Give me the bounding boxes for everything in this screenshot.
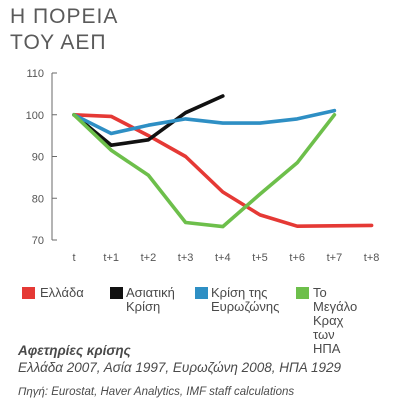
y-tick-label-70: 70	[32, 235, 44, 247]
chart-axes: 70 80 90 100 110 t t+1 t+2 t+3 t+4 t+5 t+6 t+7 t+8	[26, 68, 380, 264]
x-tick-label-2: t+2	[141, 252, 157, 264]
x-tick-label-4: t+4	[215, 252, 231, 264]
x-tick-label-8: t+8	[364, 252, 380, 264]
source-note: Πηγή: Eurostat, Haver Analytics, IMF sta…	[18, 386, 295, 398]
chart-title: Η ΠΟΡΕΙΑ ΤΟΥ ΑΕΠ	[10, 4, 118, 56]
y-tick-label-100: 100	[26, 110, 44, 122]
x-tick-label-5: t+5	[252, 252, 268, 264]
series-line-0	[72, 113, 374, 228]
chart-series-lines	[72, 94, 374, 229]
series-line-2	[72, 108, 337, 136]
crisis-start-years: Ελλάδα 2007, Ασία 1997, Ευρωζώνη 2008, Η…	[18, 360, 342, 375]
x-tick-label-3: t+3	[178, 252, 194, 264]
y-tick-label-80: 80	[32, 193, 44, 205]
y-tick-label-110: 110	[26, 68, 44, 80]
x-tick-label-0: t	[72, 252, 75, 264]
y-tick-label-90: 90	[32, 152, 44, 164]
chart-title-line-1: Η ΠΟΡΕΙΑ	[10, 5, 119, 28]
chart-notes: Αφετηρίες κρίσης Ελλάδα 2007, Ασία 1997,…	[18, 342, 408, 400]
series-line-1	[72, 94, 225, 147]
x-tick-label-6: t+6	[289, 252, 305, 264]
series-line-3	[72, 113, 337, 229]
x-tick-label-7: t+7	[327, 252, 343, 264]
gdp-line-chart: 70 80 90 100 110 t t+1 t+2 t+3 t+4 t+5 t+6 t+7 t+8	[26, 68, 380, 264]
crisis-start-heading: Αφετηρίες κρίσης	[18, 343, 131, 358]
x-tick-label-1: t+1	[103, 252, 119, 264]
chart-title-line-2: ΤΟΥ ΑΕΠ	[10, 31, 107, 54]
